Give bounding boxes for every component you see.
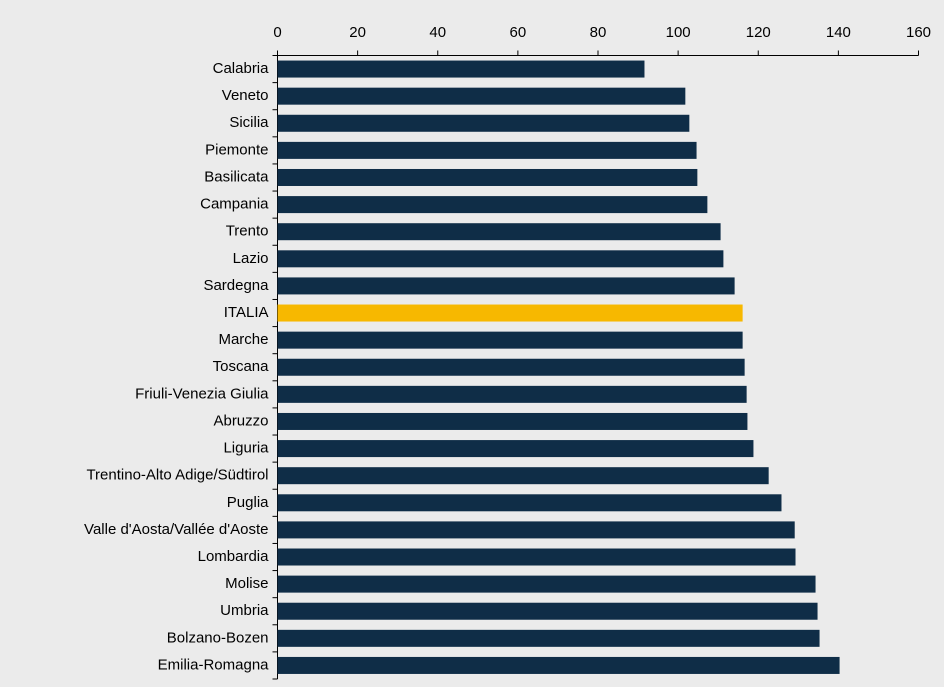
y-tick-label: Toscana <box>213 358 270 375</box>
bar <box>277 521 795 539</box>
y-tick-label: Campania <box>200 196 269 213</box>
y-tick-label: Bolzano-Bozen <box>167 629 269 646</box>
bar <box>277 223 721 241</box>
y-tick-label: Basilicata <box>204 168 269 185</box>
y-tick-label: Puglia <box>227 494 269 511</box>
bar <box>277 277 735 295</box>
x-tick-label: 120 <box>746 24 771 41</box>
y-tick-label: Emilia-Romagna <box>158 656 270 673</box>
x-tick-label: 40 <box>429 24 446 41</box>
bar <box>277 548 796 566</box>
bar <box>277 656 840 674</box>
y-tick-label: Molise <box>225 575 268 592</box>
bar <box>277 575 816 593</box>
y-tick-label: Abruzzo <box>213 412 268 429</box>
x-tick-label: 0 <box>273 24 281 41</box>
bar <box>277 87 686 105</box>
bar <box>277 141 697 159</box>
x-tick-label: 60 <box>510 24 527 41</box>
bar <box>277 494 782 512</box>
y-tick-label: Calabria <box>213 60 270 77</box>
bar <box>277 358 745 376</box>
bar <box>277 196 708 214</box>
y-tick-label: Liguria <box>223 440 269 457</box>
bar <box>277 304 743 322</box>
bar <box>277 331 743 349</box>
bar <box>277 412 748 430</box>
y-tick-label: Sicilia <box>229 114 269 131</box>
y-tick-label: Lombardia <box>198 548 270 565</box>
bar <box>277 602 818 620</box>
bar <box>277 467 769 485</box>
x-tick-label: 80 <box>590 24 607 41</box>
x-tick-label: 20 <box>349 24 366 41</box>
y-tick-label: Sardegna <box>203 277 269 294</box>
y-tick-label: Veneto <box>222 87 269 104</box>
y-tick-label: Valle d'Aosta/Vallée d'Aoste <box>84 521 268 538</box>
bar <box>277 440 754 458</box>
x-tick-label: 100 <box>666 24 691 41</box>
x-tick-label: 140 <box>826 24 851 41</box>
y-tick-label: ITALIA <box>224 304 269 321</box>
y-tick-label: Trento <box>226 223 269 240</box>
bar <box>277 168 698 186</box>
y-tick-label: Friuli-Venezia Giulia <box>135 385 269 402</box>
y-tick-label: Marche <box>218 331 268 348</box>
x-tick-label: 160 <box>906 24 931 41</box>
bar <box>277 629 820 647</box>
y-tick-label: Umbria <box>220 602 269 619</box>
y-tick-label: Trentino-Alto Adige/Südtirol <box>86 467 268 484</box>
y-tick-label: Piemonte <box>205 141 268 158</box>
bar <box>277 60 645 78</box>
y-tick-label: Lazio <box>233 250 269 267</box>
bar <box>277 385 747 403</box>
bar <box>277 250 724 268</box>
bar <box>277 114 690 132</box>
